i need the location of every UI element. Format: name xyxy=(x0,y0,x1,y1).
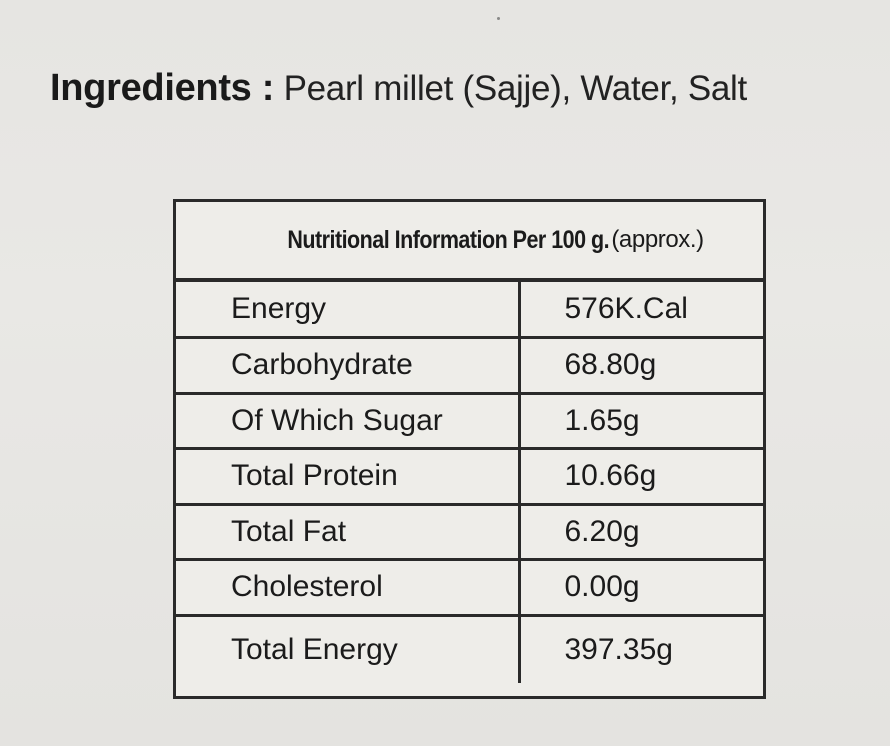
nutrient-name: Total Energy xyxy=(176,615,521,683)
nutrition-qualifier: (approx.) xyxy=(611,226,704,253)
nutrition-title: Nutritional Information Per 100 g. xyxy=(287,225,610,254)
nutrient-table: Energy 576K.Cal Carbohydrate 68.80g Of W… xyxy=(176,282,763,683)
nutrient-amount: 0.00g xyxy=(519,559,763,617)
table-row: Of Which Sugar 1.65g xyxy=(176,393,763,450)
table-row: Energy 576K.Cal xyxy=(176,282,763,339)
ingredients-label: Ingredients : xyxy=(50,67,275,109)
table-row: Carbohydrate 68.80g xyxy=(176,337,763,395)
nutrient-amount: 576K.Cal xyxy=(519,282,763,339)
nutrient-name: Carbohydrate xyxy=(176,337,521,395)
table-row: Total Protein 10.66g xyxy=(176,448,763,506)
table-row: Total Energy 397.35g xyxy=(176,615,763,683)
dust-speck xyxy=(497,17,500,20)
nutrition-panel: Nutritional Information Per 100 g. (appr… xyxy=(173,199,766,699)
nutrient-amount: 10.66g xyxy=(519,448,763,506)
nutrient-name: Total Fat xyxy=(176,504,521,561)
nutrient-name: Energy xyxy=(176,282,521,339)
nutrition-header: Nutritional Information Per 100 g. (appr… xyxy=(176,202,763,282)
nutrient-name: Of Which Sugar xyxy=(176,393,521,450)
table-row: Cholesterol 0.00g xyxy=(176,559,763,617)
nutrient-name: Cholesterol xyxy=(176,559,521,617)
table-row: Total Fat 6.20g xyxy=(176,504,763,561)
nutrient-name: Total Protein xyxy=(176,448,521,506)
ingredients-value: Pearl millet (Sajje), Water, Salt xyxy=(283,69,748,108)
ingredients-line: Ingredients : Pearl millet (Sajje), Wate… xyxy=(50,64,747,113)
nutrient-amount: 68.80g xyxy=(519,337,763,395)
nutrient-amount: 397.35g xyxy=(564,632,673,666)
nutrient-amount: 1.65g xyxy=(519,393,763,450)
nutrient-amount: 6.20g xyxy=(519,504,763,561)
